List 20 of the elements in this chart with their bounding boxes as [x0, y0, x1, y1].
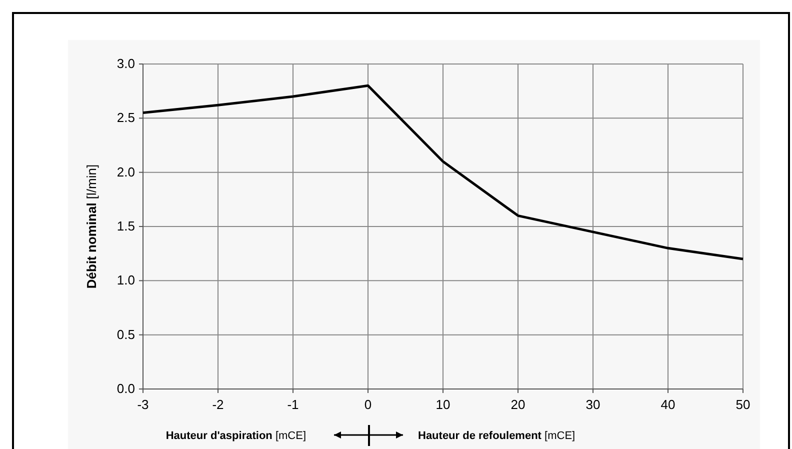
y-tick-label: 3.0 [116, 56, 135, 71]
y-tick-label: 2.5 [116, 110, 135, 126]
x-tick-label: -1 [287, 397, 299, 412]
x-tick-label: -3 [137, 397, 149, 412]
y-tick-label: 1.5 [116, 218, 135, 234]
x-tick-label: 0 [364, 397, 372, 412]
line-series [142, 84, 744, 260]
y-tick-label: 0.0 [116, 381, 135, 396]
x-tick-label: 10 [436, 397, 450, 412]
x-tick-label: 20 [510, 397, 526, 412]
text: Hauteur de refoulement [mCE] [418, 430, 576, 442]
y-axis-title: Débit nominal [l/min] [84, 164, 99, 289]
y-tick-label: 2.0 [116, 164, 135, 180]
x-tick-label: 50 [736, 397, 750, 412]
x-tick-label: 40 [660, 397, 676, 412]
x-axis-title: Hauteur d'aspiration [mCE] [166, 430, 306, 442]
y-tick-label: 0.5 [116, 326, 135, 342]
y-tick-label: 1.0 [116, 272, 135, 288]
x-tick-label: 30 [586, 397, 600, 412]
x-tick-label: -2 [212, 397, 224, 412]
